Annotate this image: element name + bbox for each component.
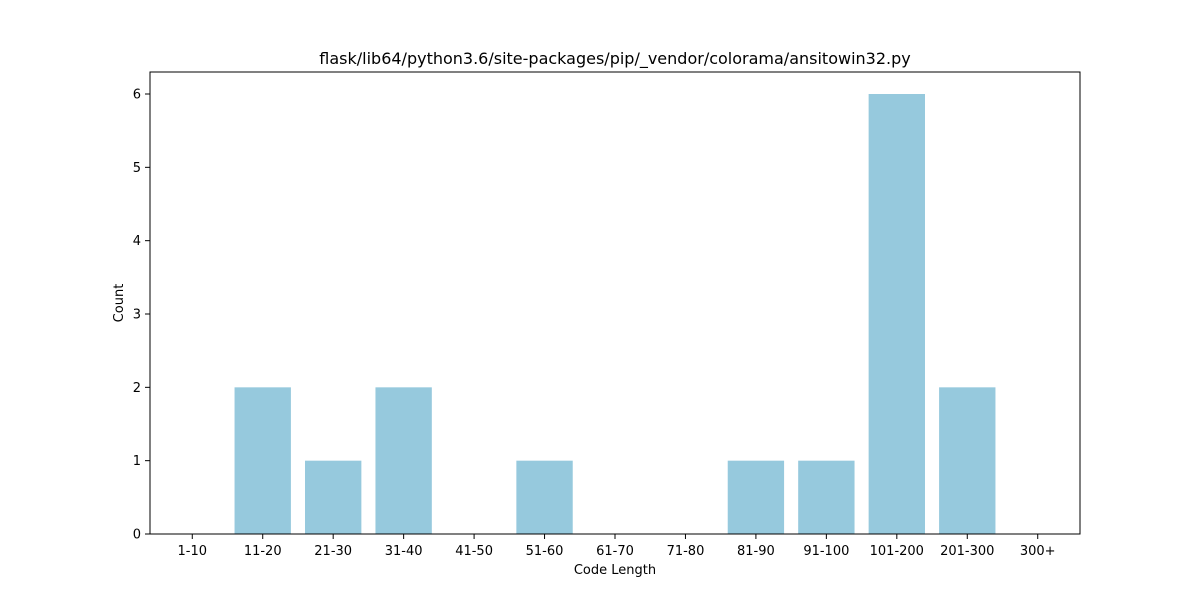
- x-tick-label: 21-30: [314, 544, 352, 559]
- bar-91-100: [798, 460, 855, 534]
- y-tick-label: 2: [133, 381, 141, 396]
- bar-31-40: [375, 387, 432, 534]
- x-tick-label: 41-50: [455, 544, 493, 559]
- x-tick-label: 71-80: [667, 544, 705, 559]
- x-tick-label: 201-300: [940, 544, 994, 559]
- x-tick-label: 61-70: [596, 544, 634, 559]
- x-tick-label: 51-60: [526, 544, 564, 559]
- bar-11-20: [234, 387, 291, 534]
- x-tick-label: 81-90: [737, 544, 775, 559]
- y-tick-label: 0: [133, 528, 141, 543]
- x-tick-label: 31-40: [385, 544, 423, 559]
- y-tick-label: 1: [133, 454, 141, 469]
- x-tick-label: 91-100: [803, 544, 849, 559]
- y-tick-label: 5: [133, 161, 141, 176]
- x-axis-ticks: 1-10 11-20 21-30 31-40 41-50 51-60 61-70 71-80 8…: [178, 534, 1056, 559]
- y-tick-label: 6: [133, 88, 141, 103]
- bar-21-30: [305, 460, 362, 534]
- y-tick-label: 3: [133, 308, 141, 323]
- x-tick-label: 101-200: [870, 544, 924, 559]
- bar-201-300: [939, 387, 996, 534]
- x-axis-label: Code Length: [574, 563, 656, 578]
- bar-51-60: [516, 460, 573, 534]
- bar-81-90: [727, 460, 785, 534]
- x-tick-label: 1-10: [178, 544, 208, 559]
- chart-title: flask/lib64/python3.6/site-packages/pip/…: [319, 49, 910, 69]
- x-tick-label: 300+: [1020, 544, 1056, 559]
- y-axis-label: Count: [112, 284, 127, 323]
- bars-layer: [234, 94, 996, 534]
- y-tick-label: 4: [133, 234, 141, 249]
- bar-101-200: [868, 94, 925, 534]
- x-tick-label: 11-20: [244, 544, 282, 559]
- y-axis-ticks: 0 1 2 3 4 5 6: [133, 88, 150, 543]
